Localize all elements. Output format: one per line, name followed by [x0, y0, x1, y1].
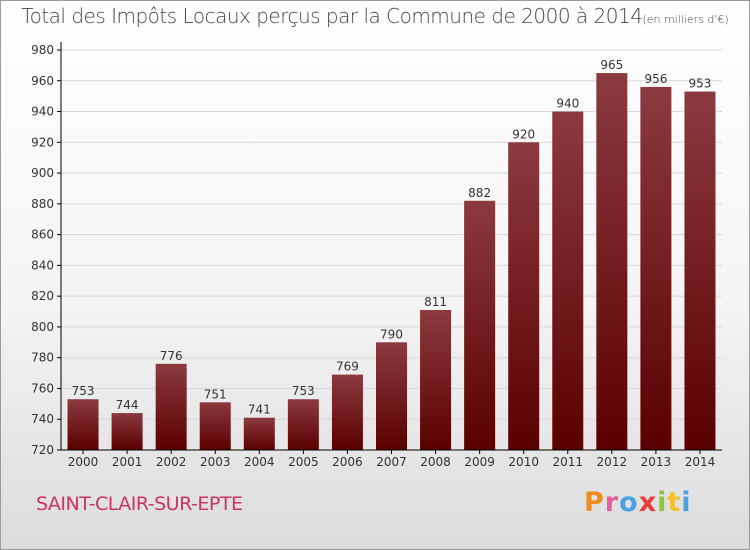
bar[interactable] [331, 374, 363, 450]
x-tick-label: 2001 [112, 455, 143, 469]
x-tick-label: 2013 [641, 455, 672, 469]
bar[interactable] [67, 399, 99, 450]
x-tick-label: 2006 [332, 455, 363, 469]
bar-value-label: 753 [72, 384, 95, 398]
proxiti-logo[interactable]: Proxiti [584, 487, 692, 518]
bar[interactable] [552, 111, 584, 451]
bar-value-label: 741 [248, 403, 271, 417]
chart-title-text: Total des Impôts Locaux perçus par la Co… [21, 4, 643, 28]
bar-value-label: 769 [336, 360, 359, 374]
bar-value-label: 790 [380, 327, 403, 341]
axes [57, 42, 722, 454]
bar-value-label: 811 [424, 295, 447, 309]
bar[interactable] [508, 142, 540, 451]
logo-letter: t [667, 487, 682, 518]
y-tick-label: 900 [31, 166, 54, 180]
bar[interactable] [684, 91, 716, 451]
bar[interactable] [464, 200, 496, 450]
bar[interactable] [199, 402, 231, 450]
bar-value-label: 882 [468, 186, 491, 200]
x-tick-label: 2009 [464, 455, 495, 469]
bar-value-label: 920 [512, 127, 535, 141]
y-tick-label: 880 [31, 197, 54, 211]
bar[interactable] [155, 363, 187, 450]
logo-letter: i [657, 487, 668, 518]
bar-value-label: 956 [644, 72, 667, 86]
y-tick-label: 920 [31, 135, 54, 149]
x-tick-label: 2010 [508, 455, 539, 469]
chart-unit: (en milliers d'€) [642, 13, 729, 26]
labels: 720 740 760 780 800 820 840 860 880 900 920 940 960 9… [31, 43, 715, 469]
y-tick-label: 860 [31, 228, 54, 242]
x-tick-label: 2007 [376, 455, 407, 469]
y-tick-label: 740 [31, 412, 54, 426]
x-tick-label: 2005 [288, 455, 319, 469]
x-tick-label: 2000 [68, 455, 99, 469]
y-tick-label: 800 [31, 320, 54, 334]
logo-letter: r [604, 487, 620, 518]
bar-value-label: 965 [600, 58, 623, 72]
bar[interactable] [376, 342, 407, 450]
bar[interactable] [640, 86, 672, 450]
bar-value-label: 753 [292, 384, 315, 398]
y-tick-label: 960 [31, 74, 54, 88]
bar[interactable] [111, 413, 143, 450]
x-tick-label: 2004 [244, 455, 275, 469]
bar-value-label: 940 [556, 97, 579, 111]
bar[interactable] [596, 73, 628, 451]
commune-name: SAINT-CLAIR-SUR-EPTE [36, 493, 243, 515]
bar-value-label: 751 [204, 387, 227, 401]
y-tick-label: 780 [31, 351, 54, 365]
x-tick-label: 2012 [597, 455, 628, 469]
logo-letter: i [681, 487, 692, 518]
x-tick-label: 2011 [552, 455, 583, 469]
bar[interactable] [243, 417, 275, 450]
logo-letter: x [638, 487, 658, 518]
x-tick-label: 2014 [685, 455, 716, 469]
bar-value-label: 776 [160, 349, 183, 363]
y-tick-label: 840 [31, 258, 54, 272]
bar[interactable] [420, 310, 452, 450]
bar-value-label: 953 [689, 77, 712, 91]
chart-title: Total des Impôts Locaux perçus par la Co… [0, 4, 750, 28]
x-tick-label: 2003 [200, 455, 231, 469]
x-tick-label: 2002 [156, 455, 187, 469]
logo-letter: P [584, 487, 605, 518]
bar[interactable] [287, 399, 319, 450]
y-tick-label: 720 [31, 443, 54, 457]
x-tick-label: 2008 [420, 455, 451, 469]
logo-letter: o [619, 487, 639, 518]
y-tick-label: 980 [31, 43, 54, 57]
bars [67, 73, 716, 451]
y-tick-label: 760 [31, 381, 54, 395]
y-tick-label: 940 [31, 105, 54, 119]
y-tick-label: 820 [31, 289, 54, 303]
bar-value-label: 744 [116, 398, 139, 412]
